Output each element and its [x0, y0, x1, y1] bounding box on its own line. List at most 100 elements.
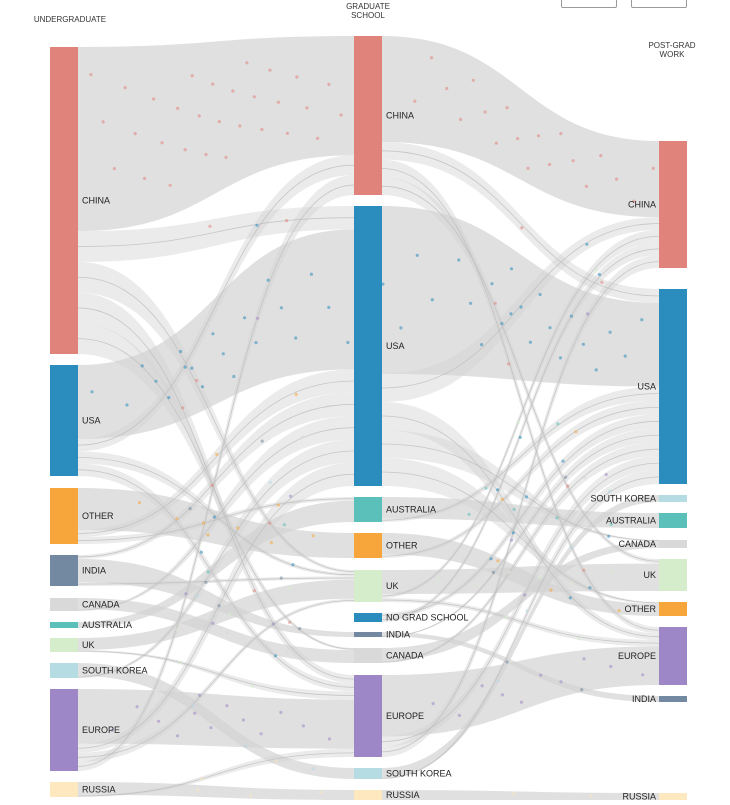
flow-grad-canada-to-post-usa[interactable]	[382, 442, 659, 663]
flow-undergrad-uk-to-grad-europe[interactable]	[78, 650, 354, 700]
flow-grad-no-grad-school-to-post-usa[interactable]	[382, 414, 659, 618]
flow-grad-usa-to-post-usa[interactable]	[382, 206, 659, 387]
flow-grad-india-to-post-usa[interactable]	[382, 428, 659, 637]
flow-grad-no-grad-school-to-post-china[interactable]	[382, 242, 659, 622]
flow-undergrad-russia-to-grad-europe[interactable]	[78, 748, 354, 797]
flow-grad-uk-to-post-uk[interactable]	[382, 563, 659, 594]
flow-undergrad-china-to-grad-uk[interactable]	[78, 261, 354, 574]
flow-particle	[471, 78, 475, 82]
undergrad-node-europe[interactable]	[50, 689, 78, 771]
flow-undergrad-russia-to-grad-russia[interactable]	[78, 782, 354, 800]
grad-node-uk[interactable]	[354, 570, 382, 602]
flow-grad-uk-to-post-europe[interactable]	[382, 598, 659, 647]
flow-grad-south-korea-to-post-usa[interactable]	[382, 470, 659, 779]
flow-undergrad-usa-to-grad-europe[interactable]	[78, 463, 354, 692]
flow-undergrad-usa-to-grad-usa[interactable]	[78, 229, 354, 439]
flow-grad-australia-to-post-usa[interactable]	[382, 386, 659, 523]
control-button-left[interactable]	[561, 0, 617, 8]
post-node-uk[interactable]	[659, 559, 687, 591]
flow-particle	[617, 609, 621, 613]
post-node-other[interactable]	[659, 602, 687, 616]
post-node-india[interactable]	[659, 696, 687, 702]
undergrad-node-usa[interactable]	[50, 365, 78, 476]
flow-grad-russia-to-post-russia[interactable]	[382, 790, 659, 800]
flow-grad-other-to-post-usa[interactable]	[382, 400, 659, 558]
flow-undergrad-usa-to-grad-china[interactable]	[78, 155, 354, 452]
flow-undergrad-china-to-grad-china[interactable]	[78, 36, 354, 232]
flow-particle	[437, 577, 441, 581]
post-label-india: INDIA	[632, 694, 656, 704]
undergrad-node-china[interactable]	[50, 47, 78, 354]
flow-particle	[228, 612, 232, 616]
grad-node-no-grad-school[interactable]	[354, 613, 382, 622]
flow-grad-uk-to-post-china[interactable]	[382, 229, 659, 598]
grad-node-canada[interactable]	[354, 648, 382, 663]
undergrad-node-other[interactable]	[50, 488, 78, 544]
grad-node-europe[interactable]	[354, 675, 382, 757]
flow-undergrad-china-to-grad-usa[interactable]	[78, 206, 354, 262]
flow-particle	[244, 744, 248, 749]
flow-undergrad-europe-to-grad-europe[interactable]	[78, 689, 354, 749]
flow-strand	[381, 150, 660, 297]
flow-particle	[215, 452, 219, 456]
flow-grad-china-to-post-china[interactable]	[382, 36, 659, 218]
flow-grad-canada-to-post-canada[interactable]	[382, 541, 659, 661]
flow-grad-usa-to-post-china[interactable]	[382, 217, 659, 402]
grad-node-south-korea[interactable]	[354, 768, 382, 779]
flow-undergrad-europe-to-grad-china[interactable]	[78, 175, 354, 771]
undergrad-node-india[interactable]	[50, 555, 78, 586]
undergrad-node-russia[interactable]	[50, 782, 78, 797]
flow-undergrad-india-to-grad-india[interactable]	[78, 558, 354, 637]
flow-grad-china-to-post-usa[interactable]	[382, 142, 659, 303]
flow-undergrad-europe-to-grad-uk[interactable]	[78, 598, 354, 762]
control-button-right[interactable]	[631, 0, 687, 8]
grad-node-other[interactable]	[354, 533, 382, 558]
grad-node-australia[interactable]	[354, 497, 382, 522]
flow-grad-australia-to-post-australia[interactable]	[382, 497, 659, 528]
undergrad-node-south-korea[interactable]	[50, 663, 78, 678]
flow-particle	[574, 430, 578, 434]
grad-node-china[interactable]	[354, 36, 382, 195]
flow-grad-usa-to-post-canada[interactable]	[382, 430, 659, 542]
flow-undergrad-europe-to-grad-usa[interactable]	[78, 462, 354, 753]
flow-undergrad-uk-to-grad-uk[interactable]	[78, 579, 354, 650]
grad-node-india[interactable]	[354, 632, 382, 637]
undergrad-node-uk[interactable]	[50, 638, 78, 652]
flow-grad-china-to-post-europe[interactable]	[382, 159, 659, 634]
undergrad-label-europe: EUROPE	[82, 725, 120, 735]
flow-particle	[597, 273, 602, 277]
flow-particle	[507, 570, 511, 574]
flow-undergrad-other-to-grad-australia[interactable]	[78, 497, 354, 544]
flow-undergrad-china-to-grad-canada[interactable]	[78, 323, 354, 651]
post-node-russia[interactable]	[659, 793, 687, 800]
post-node-australia[interactable]	[659, 513, 687, 528]
flow-particle	[512, 507, 516, 511]
undergrad-node-canada[interactable]	[50, 598, 78, 611]
grad-node-russia[interactable]	[354, 790, 382, 800]
flow-particle	[559, 132, 563, 136]
flow-grad-europe-to-post-usa[interactable]	[382, 456, 659, 747]
column-title-grad: GRADUATE	[346, 2, 390, 11]
flow-particle	[569, 314, 574, 318]
post-node-south-korea[interactable]	[659, 495, 687, 502]
post-node-china[interactable]	[659, 141, 687, 268]
post-node-usa[interactable]	[659, 289, 687, 484]
flow-grad-usa-to-post-other[interactable]	[382, 458, 659, 604]
grad-node-usa[interactable]	[354, 206, 382, 486]
flow-grad-south-korea-to-post-south-korea[interactable]	[382, 495, 659, 778]
flow-undergrad-canada-to-grad-usa[interactable]	[78, 416, 354, 611]
flow-particle	[623, 354, 627, 358]
flow-particle	[509, 267, 514, 271]
post-node-canada[interactable]	[659, 540, 687, 548]
flow-undergrad-south-korea-to-grad-usa[interactable]	[78, 439, 354, 678]
flow-particle	[475, 582, 479, 587]
post-node-europe[interactable]	[659, 627, 687, 685]
undergrad-node-australia[interactable]	[50, 622, 78, 628]
flow-particle	[190, 366, 194, 370]
flow-particle	[198, 693, 202, 698]
flow-particle	[259, 732, 263, 736]
flow-grad-europe-to-post-europe[interactable]	[382, 646, 659, 737]
flow-strand	[77, 650, 355, 696]
flow-undergrad-china-to-grad-europe[interactable]	[78, 292, 354, 684]
